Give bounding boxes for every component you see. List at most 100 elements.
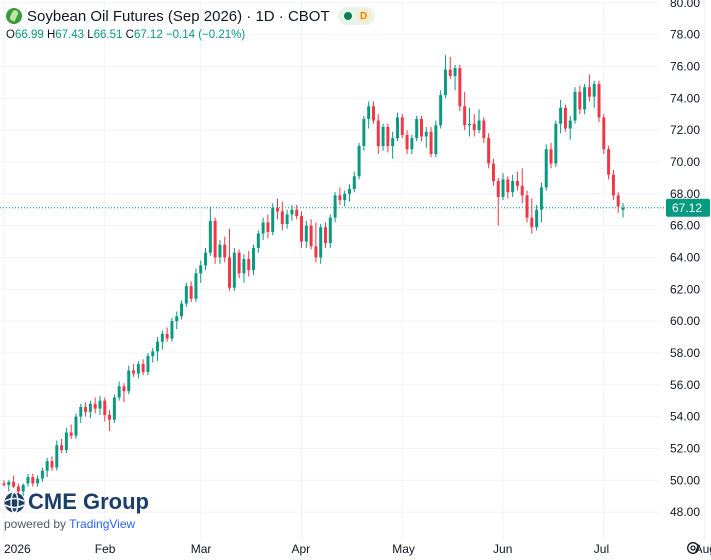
settings-gear-icon[interactable] [686, 541, 700, 555]
candle-body [424, 131, 428, 137]
x-tick-label: Jul [594, 542, 609, 556]
candle-body [122, 386, 126, 392]
candle-body [50, 461, 54, 468]
candle-body [395, 117, 399, 139]
candle-body [328, 217, 332, 244]
candle-body [367, 106, 371, 119]
candle-body [472, 123, 476, 131]
y-tick-label: 54.00 [670, 410, 700, 424]
candle-body [453, 68, 457, 76]
candle-body [362, 118, 366, 147]
y-tick-label: 68.00 [670, 187, 700, 201]
candle-body [199, 265, 203, 274]
candle-body [88, 403, 92, 412]
candle-body [583, 87, 587, 110]
candle-body [304, 225, 308, 242]
last-price-label: 67.12 [672, 201, 702, 215]
y-tick-label: 64.00 [670, 250, 700, 264]
candle-body [506, 179, 510, 193]
candle-body [21, 485, 25, 492]
market-status-badge[interactable]: D [337, 7, 375, 25]
candle-body [184, 286, 188, 304]
branding[interactable]: CME Group powered by TradingView [4, 489, 149, 531]
x-tick-label: Apr [292, 542, 311, 556]
candle-body [535, 209, 539, 228]
candle-body [69, 432, 73, 436]
candle-body [357, 146, 361, 177]
candle-body [559, 107, 563, 124]
y-tick-label: 78.00 [670, 28, 700, 42]
tradingview-link[interactable]: TradingView [69, 517, 136, 531]
candle-body [276, 208, 279, 212]
candle-body [112, 397, 116, 420]
candle-body [156, 341, 160, 352]
candle-body [45, 461, 49, 471]
candle-body [98, 400, 102, 409]
y-tick-label: 58.00 [670, 346, 700, 360]
candle-body [7, 481, 11, 486]
high-label: H [46, 29, 56, 41]
candle-body [587, 87, 591, 97]
candle-body [602, 117, 606, 150]
x-tick-label: Jun [493, 542, 512, 556]
last-price-tag [666, 198, 710, 217]
candle-body [300, 216, 303, 242]
candle-body [592, 83, 596, 97]
y-tick-label: 70.00 [670, 155, 700, 169]
candle-body [443, 69, 447, 96]
candle-body [348, 188, 351, 194]
candle-body [146, 356, 150, 373]
candle-body [189, 286, 193, 299]
candle-body [175, 316, 179, 322]
candle-body [429, 131, 433, 154]
candle-body [132, 370, 136, 374]
candle-body [79, 407, 83, 417]
candle-body [405, 134, 409, 150]
symbol-title[interactable]: Soybean Oil Futures (Sep 2026) · 1D · CB… [27, 7, 330, 25]
candle-body [434, 125, 438, 154]
candle-body [84, 407, 88, 412]
change-value: −0.14 (−0.21%) [165, 29, 246, 41]
candle-body [568, 120, 572, 129]
candle-body [232, 252, 236, 288]
candle-body [228, 257, 232, 288]
candle-body [55, 445, 59, 468]
candle-body [400, 117, 404, 135]
candle-body [108, 414, 112, 420]
cme-logo-text: CME Group [28, 489, 149, 514]
low-value: 66.51 [93, 29, 123, 41]
candle-body [482, 120, 486, 139]
candle-body [285, 214, 289, 225]
ohlc-legend: O66.99 H67.43 L66.51 C67.12 −0.14 (−0.21… [6, 29, 245, 41]
candle-body [549, 149, 553, 164]
x-tick-label: Mar [191, 542, 212, 556]
candle-body [463, 106, 467, 126]
candle-body [314, 246, 318, 258]
y-tick-label: 62.00 [670, 282, 700, 296]
candle-body [194, 273, 198, 299]
candle-body [607, 149, 611, 175]
x-tick-label: Feb [95, 542, 116, 556]
candle-body [530, 217, 534, 228]
cme-globe-icon [4, 491, 25, 513]
y-tick-label: 74.00 [670, 91, 700, 105]
candle-body [141, 364, 145, 373]
y-tick-label: 80.00 [670, 0, 700, 10]
low-label: L [87, 29, 94, 41]
candle-body [333, 195, 337, 218]
candle-body [256, 233, 260, 248]
candle-body [127, 370, 131, 392]
candle-body [338, 195, 342, 201]
candle-body [501, 179, 505, 197]
candle-body [515, 181, 519, 186]
open-value: 66.99 [14, 29, 44, 41]
candle-body [491, 163, 495, 182]
candle-body [319, 227, 323, 258]
candle-body [381, 126, 385, 147]
candle-body [12, 481, 16, 487]
y-tick-label: 52.00 [670, 441, 700, 455]
x-tick-label: 2026 [4, 542, 31, 556]
candle-body [487, 138, 491, 164]
candle-body [204, 252, 208, 266]
